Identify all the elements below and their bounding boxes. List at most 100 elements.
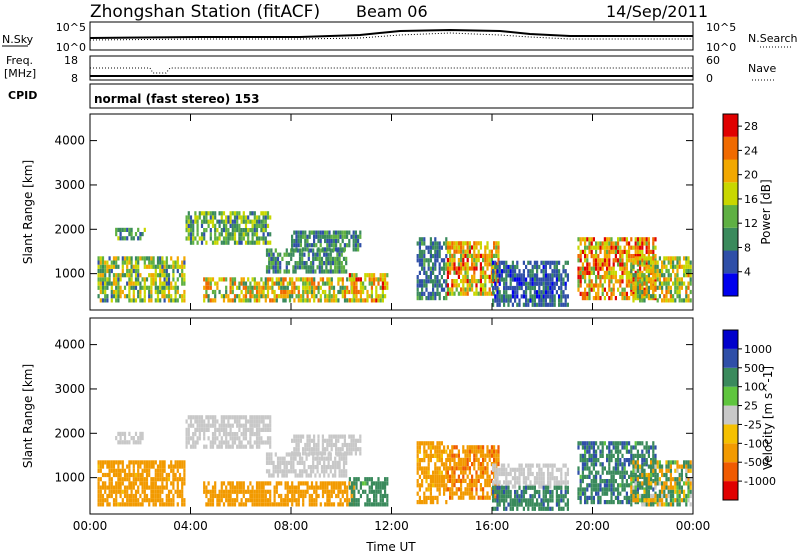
range-gate-cell bbox=[514, 489, 517, 495]
range-gate-cell bbox=[323, 473, 326, 478]
range-gate-cell bbox=[194, 427, 197, 432]
range-gate-cell bbox=[258, 281, 261, 286]
range-gate-cell bbox=[608, 266, 611, 271]
range-gate-cell bbox=[240, 281, 243, 286]
range-gate-cell bbox=[368, 485, 371, 490]
range-gate-cell bbox=[579, 249, 582, 254]
range-gate-cell bbox=[451, 253, 454, 258]
range-gate-cell bbox=[586, 474, 589, 479]
range-gate-cell bbox=[479, 283, 482, 288]
range-gate-cell bbox=[106, 464, 109, 469]
range-gate-cell bbox=[192, 444, 195, 449]
range-gate-cell bbox=[495, 279, 498, 284]
colorbar-segment bbox=[723, 205, 738, 228]
range-gate-cell bbox=[427, 279, 430, 284]
range-gate-cell bbox=[643, 453, 646, 458]
range-gate-cell bbox=[264, 219, 267, 224]
range-gate-cell bbox=[451, 491, 454, 496]
range-gate-cell bbox=[159, 477, 162, 482]
range-gate-cell bbox=[214, 281, 217, 286]
data-region bbox=[115, 227, 146, 241]
range-gate-cell bbox=[579, 491, 582, 496]
range-gate-cell bbox=[522, 277, 525, 282]
range-gate-cell bbox=[242, 427, 245, 432]
range-gate-cell bbox=[137, 472, 140, 478]
range-gate-cell bbox=[630, 472, 633, 478]
range-gate-cell bbox=[270, 252, 273, 257]
range-gate-cell bbox=[325, 261, 328, 266]
range-gate-cell bbox=[283, 469, 286, 474]
range-gate-cell bbox=[425, 500, 428, 505]
range-gate-cell bbox=[540, 480, 543, 485]
range-gate-cell bbox=[486, 491, 489, 496]
range-gate-cell bbox=[285, 252, 288, 257]
range-gate-cell bbox=[137, 436, 140, 441]
range-gate-cell bbox=[218, 440, 221, 445]
range-gate-cell bbox=[97, 460, 100, 465]
range-gate-cell bbox=[432, 254, 435, 259]
range-gate-cell bbox=[255, 415, 259, 420]
range-gate-cell bbox=[418, 458, 421, 463]
range-gate-cell bbox=[434, 241, 437, 246]
range-gate-cell bbox=[97, 277, 100, 282]
range-gate-cell bbox=[494, 298, 497, 303]
range-gate-cell bbox=[342, 269, 346, 274]
range-gate-cell bbox=[185, 436, 188, 441]
range-gate-cell bbox=[661, 489, 664, 494]
range-gate-cell bbox=[542, 480, 545, 485]
range-gate-cell bbox=[429, 479, 432, 484]
range-gate-cell bbox=[614, 445, 617, 450]
range-gate-cell bbox=[306, 438, 309, 443]
range-gate-cell bbox=[498, 485, 501, 490]
range-gate-cell bbox=[518, 273, 521, 278]
range-gate-cell bbox=[342, 265, 346, 270]
range-gate-cell bbox=[379, 273, 382, 278]
range-gate-cell bbox=[137, 464, 140, 469]
range-gate-cell bbox=[339, 498, 342, 503]
range-gate-cell bbox=[496, 302, 499, 307]
range-gate-cell bbox=[284, 298, 287, 303]
range-gate-cell bbox=[115, 289, 118, 295]
range-gate-cell bbox=[121, 431, 124, 436]
range-gate-cell bbox=[229, 436, 232, 441]
range-gate-cell bbox=[196, 423, 199, 428]
range-gate-cell bbox=[538, 302, 541, 307]
range-gate-cell bbox=[159, 498, 162, 503]
range-gate-cell bbox=[236, 228, 239, 233]
range-gate-cell bbox=[359, 447, 362, 452]
range-gate-cell bbox=[338, 256, 341, 261]
range-gate-cell bbox=[152, 498, 155, 503]
range-gate-cell bbox=[167, 498, 171, 503]
range-gate-cell bbox=[126, 472, 129, 478]
range-gate-cell bbox=[496, 467, 499, 472]
range-gate-cell bbox=[108, 268, 111, 274]
range-gate-cell bbox=[665, 294, 668, 299]
range-gate-cell bbox=[335, 234, 338, 239]
range-gate-cell bbox=[247, 277, 250, 282]
range-gate-cell bbox=[553, 302, 556, 307]
range-gate-cell bbox=[641, 258, 644, 263]
range-gate-cell bbox=[650, 493, 653, 499]
range-gate-cell bbox=[225, 232, 228, 237]
range-gate-cell bbox=[643, 481, 646, 486]
range-gate-cell bbox=[608, 283, 611, 288]
range-gate-cell bbox=[451, 241, 454, 246]
range-gate-cell bbox=[423, 270, 426, 275]
range-gate-cell bbox=[438, 262, 441, 267]
range-gate-cell bbox=[443, 487, 446, 492]
range-gate-cell bbox=[262, 289, 265, 295]
range-gate-cell bbox=[207, 489, 210, 494]
range-gate-cell bbox=[108, 493, 111, 499]
range-gate-cell bbox=[328, 289, 331, 295]
range-gate-cell bbox=[632, 458, 635, 463]
range-gate-cell bbox=[319, 243, 322, 248]
range-gate-cell bbox=[416, 500, 419, 505]
range-gate-cell bbox=[152, 502, 155, 507]
range-gate-cell bbox=[416, 449, 419, 454]
range-gate-cell bbox=[471, 287, 474, 292]
range-gate-cell bbox=[198, 436, 201, 441]
range-gate-cell bbox=[533, 260, 536, 265]
range-gate-cell bbox=[555, 476, 558, 481]
range-gate-cell bbox=[115, 472, 118, 478]
range-gate-cell bbox=[423, 445, 426, 450]
